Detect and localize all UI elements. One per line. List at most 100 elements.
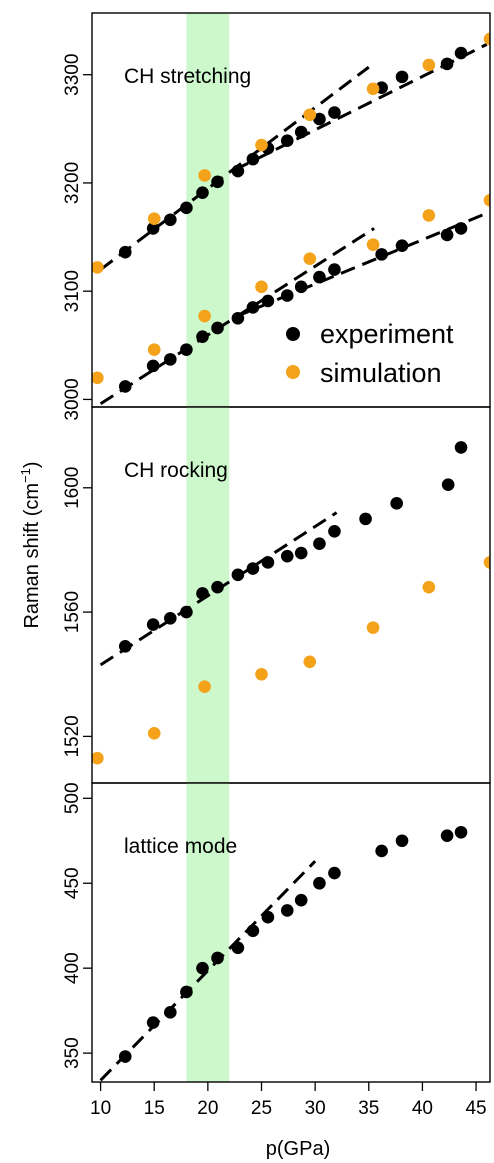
simulation-point xyxy=(147,726,161,740)
y-axis-title-superscript: −1 xyxy=(18,468,33,483)
y-tick-label: 500 xyxy=(62,782,83,814)
y-tick-label: 350 xyxy=(62,1037,83,1069)
simulation-point xyxy=(483,32,490,46)
experiment-point xyxy=(280,289,294,302)
experiment-point xyxy=(313,876,326,890)
y-tick-label: 3000 xyxy=(62,378,83,420)
simulation-point xyxy=(422,580,436,594)
experiment-point xyxy=(313,270,326,284)
y-tick-label: 3100 xyxy=(62,270,83,312)
experiment-point xyxy=(359,512,372,526)
experiment-point xyxy=(280,134,294,148)
simulation-point xyxy=(255,280,268,294)
experiment-point xyxy=(313,537,326,551)
legend-simulation-marker xyxy=(286,365,300,379)
experiment-point xyxy=(164,1006,177,1019)
experiment-point xyxy=(395,70,409,84)
simulation-point xyxy=(92,751,104,765)
simulation-point xyxy=(255,667,268,681)
simulation-point xyxy=(303,655,317,669)
experiment-point xyxy=(454,46,468,60)
simulation-point xyxy=(366,82,380,96)
experiment-point xyxy=(440,57,454,71)
y-tick-label: 1520 xyxy=(62,715,83,757)
x-tick-label: 40 xyxy=(412,1098,433,1119)
x-tick-label: 20 xyxy=(197,1098,218,1119)
experiment-point xyxy=(313,112,326,126)
simulation-point xyxy=(366,238,380,251)
transition-band xyxy=(186,13,230,407)
experiment-point xyxy=(375,844,388,858)
y-tick-label: 450 xyxy=(62,867,83,899)
experiment-point xyxy=(246,562,260,575)
panel-2-plot-area xyxy=(92,407,490,783)
simulation-point xyxy=(92,261,104,274)
panel-3-plot-area xyxy=(99,783,468,1082)
experiment-point xyxy=(164,213,177,227)
simulation-point xyxy=(483,556,490,569)
panel-3: 350 400 450 500 lattice mode xyxy=(62,782,491,1083)
y-tick-label: 3300 xyxy=(62,54,83,96)
experiment-point xyxy=(454,825,468,839)
experiment-point xyxy=(180,201,193,215)
experiment-point xyxy=(328,524,341,538)
experiment-point xyxy=(146,618,160,631)
x-axis: 10 15 20 25 30 35 40 45 xyxy=(90,1082,487,1119)
simulation-point xyxy=(147,343,161,356)
y-tick-label: 1600 xyxy=(62,467,83,509)
panel-label: lattice mode xyxy=(124,835,237,858)
experiment-point xyxy=(180,985,193,999)
experiment-point xyxy=(390,497,403,510)
legend-simulation-label: simulation xyxy=(320,358,442,388)
simulation-point xyxy=(198,680,211,693)
experiment-point xyxy=(294,893,308,907)
experiment-point xyxy=(440,228,454,242)
experiment-point xyxy=(231,941,245,955)
experiment-point xyxy=(231,311,245,325)
simulation-point xyxy=(483,193,490,207)
experiment-point xyxy=(328,263,341,276)
experiment-point xyxy=(231,568,245,582)
simulation-point xyxy=(366,621,380,634)
legend-experiment-marker xyxy=(286,327,300,341)
y-axis-title-close: ) xyxy=(21,461,43,468)
experiment-point xyxy=(118,380,132,393)
experiment-point xyxy=(164,612,177,625)
transition-band xyxy=(186,783,230,1082)
experiment-point xyxy=(146,1016,160,1029)
experiment-point xyxy=(328,106,341,119)
simulation-point xyxy=(303,108,317,122)
simulation-point xyxy=(92,371,104,385)
experiment-point xyxy=(280,904,294,917)
y-axis-title-text: Raman shift (cm xyxy=(21,483,43,629)
experiment-point xyxy=(211,580,224,594)
experiment-point xyxy=(261,556,275,569)
experiment-point xyxy=(118,245,132,259)
panel-1: 3000 3100 3200 3300 CH stretching experiment s… xyxy=(62,12,491,421)
experiment-point xyxy=(328,866,341,880)
experiment-point xyxy=(246,924,260,938)
experiment-point xyxy=(164,353,177,366)
panel-label: CH rocking xyxy=(124,459,228,482)
experiment-point xyxy=(146,222,160,235)
experiment-point xyxy=(196,961,209,975)
panel-2: 1520 1560 1600 CH rocking xyxy=(62,406,491,784)
y-tick-label: 1560 xyxy=(62,591,83,633)
experiment-point xyxy=(211,321,224,335)
experiment-point xyxy=(454,441,468,454)
experiment-point xyxy=(196,330,209,343)
simulation-point xyxy=(255,138,268,152)
legend: experiment simulation xyxy=(286,319,454,388)
x-tick-label: 45 xyxy=(465,1098,486,1119)
panels-layer: 3000 3100 3200 3300 CH stretching experiment s… xyxy=(62,12,491,1083)
experiment-point xyxy=(441,478,455,491)
simulation-point xyxy=(303,252,317,266)
experiment-point xyxy=(440,829,454,842)
experiment-point xyxy=(280,549,294,563)
experiment-point xyxy=(180,343,193,356)
simulation-point xyxy=(422,209,436,222)
x-axis-title: p(GPa) xyxy=(266,1138,330,1160)
experiment-point xyxy=(196,587,209,600)
panel-1-plot-area xyxy=(92,13,490,407)
